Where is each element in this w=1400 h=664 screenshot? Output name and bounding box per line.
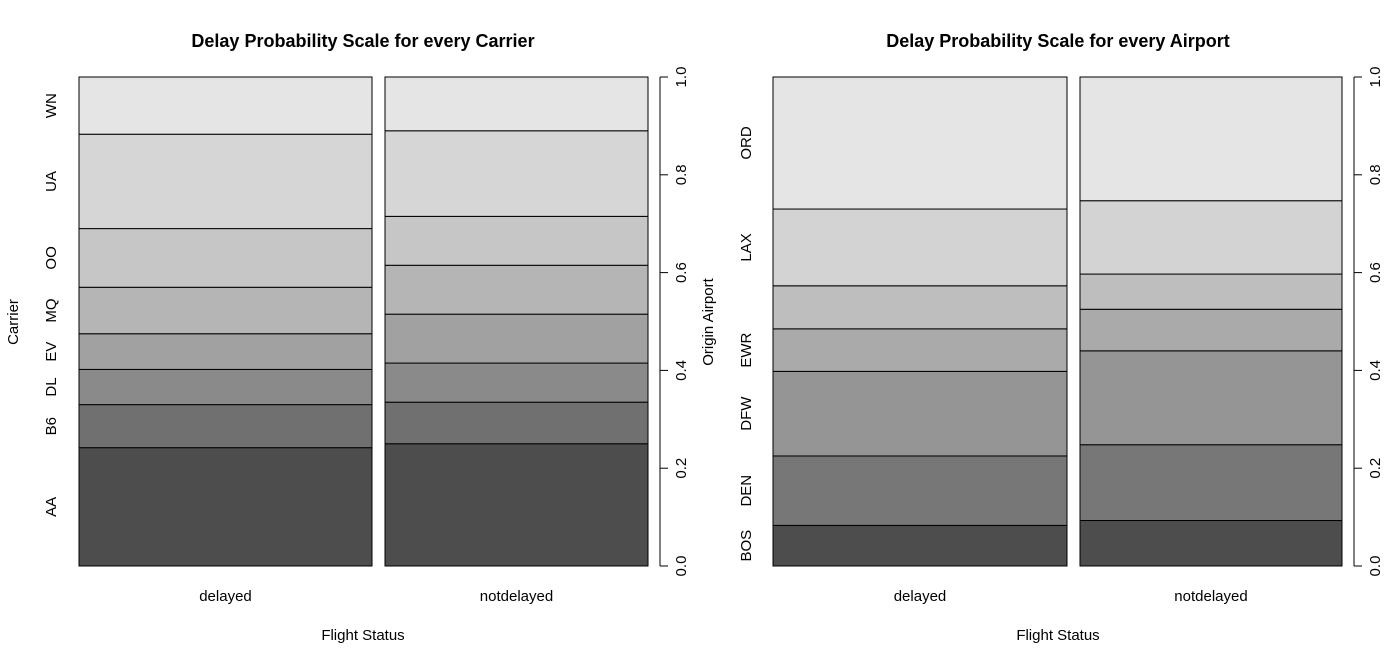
- y-tick-label: 0.8: [1367, 164, 1384, 185]
- series-label: ORD: [738, 126, 755, 160]
- category-label: notdelayed: [480, 588, 553, 605]
- y-tick-label: 0.6: [673, 262, 690, 283]
- category-label: delayed: [199, 588, 252, 605]
- segment-oo-delayed: [78, 228, 373, 288]
- segment-wn-notdelayed: [384, 76, 649, 132]
- segment-lax-delayed: [772, 208, 1068, 287]
- y-axis-label: Carrier: [5, 299, 22, 345]
- y-tick-label: 0.0: [1367, 556, 1384, 577]
- y-axis-label: Origin Airport: [700, 277, 717, 365]
- segment-unlabeled-notdelayed: [1079, 273, 1343, 310]
- series-label: WN: [43, 93, 60, 118]
- segment-ewr-notdelayed: [1079, 308, 1343, 352]
- chart-title: Delay Probability Scale for every Carrie…: [191, 31, 534, 51]
- category-label: notdelayed: [1174, 588, 1247, 605]
- segment-dl-delayed: [78, 368, 373, 406]
- y-tick-label: 0.6: [1367, 262, 1384, 283]
- x-axis-label: Flight Status: [321, 627, 404, 644]
- segment-lax-notdelayed: [1079, 200, 1343, 275]
- series-label: DL: [43, 377, 60, 396]
- segment-bos-delayed: [772, 524, 1068, 567]
- series-label: BOS: [738, 530, 755, 562]
- category-label: delayed: [894, 588, 947, 605]
- series-label: DFW: [738, 396, 755, 431]
- segment-b6-notdelayed: [384, 401, 649, 445]
- segment-ev-notdelayed: [384, 313, 649, 364]
- segment-ord-delayed: [772, 76, 1068, 210]
- segment-mq-notdelayed: [384, 264, 649, 315]
- segment-aa-delayed: [78, 447, 373, 567]
- segment-aa-notdelayed: [384, 443, 649, 567]
- segment-mq-delayed: [78, 286, 373, 335]
- segment-wn-delayed: [78, 76, 373, 135]
- segment-den-delayed: [772, 455, 1068, 526]
- series-label: AA: [43, 497, 60, 517]
- series-label: LAX: [738, 233, 755, 261]
- series-label: EV: [43, 342, 60, 362]
- segment-dl-notdelayed: [384, 362, 649, 403]
- y-tick-label: 0.4: [673, 360, 690, 381]
- y-tick-label: 1.0: [673, 67, 690, 88]
- series-label: OO: [43, 246, 60, 269]
- segment-dfw-notdelayed: [1079, 350, 1343, 446]
- series-label: MQ: [43, 298, 60, 322]
- segment-unlabeled-delayed: [772, 285, 1068, 330]
- segment-ev-delayed: [78, 333, 373, 370]
- y-tick-label: 0.4: [1367, 360, 1384, 381]
- segment-den-notdelayed: [1079, 444, 1343, 522]
- y-tick-label: 0.0: [673, 556, 690, 577]
- segment-oo-notdelayed: [384, 215, 649, 266]
- y-tick-label: 0.2: [673, 458, 690, 479]
- x-axis-label: Flight Status: [1016, 627, 1099, 644]
- series-label: B6: [43, 417, 60, 435]
- y-tick-label: 0.8: [673, 164, 690, 185]
- series-label: UA: [43, 171, 60, 192]
- series-label: EWR: [738, 332, 755, 367]
- y-tick-label: 0.2: [1367, 458, 1384, 479]
- chart-1: Delay Probability Scale for every Carrie…: [5, 31, 690, 644]
- segment-ua-notdelayed: [384, 130, 649, 217]
- y-tick-label: 1.0: [1367, 67, 1384, 88]
- series-label: DEN: [738, 475, 755, 507]
- chart-2: Delay Probability Scale for every Airpor…: [700, 31, 1384, 644]
- segment-dfw-delayed: [772, 370, 1068, 457]
- segment-bos-notdelayed: [1079, 520, 1343, 567]
- segment-b6-delayed: [78, 404, 373, 449]
- chart-title: Delay Probability Scale for every Airpor…: [886, 31, 1229, 51]
- segment-ord-notdelayed: [1079, 76, 1343, 202]
- segment-ewr-delayed: [772, 328, 1068, 372]
- segment-ua-delayed: [78, 133, 373, 230]
